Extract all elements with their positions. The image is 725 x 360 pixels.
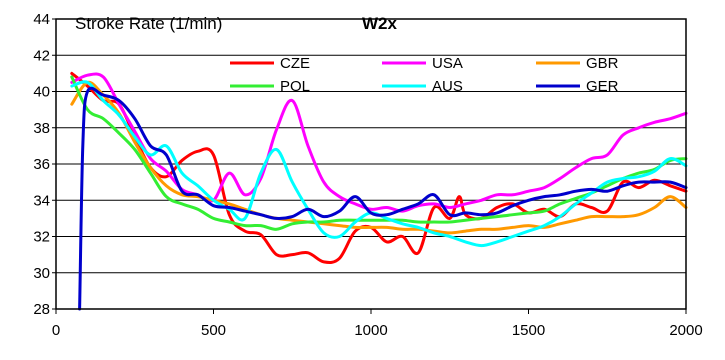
chart-subtitle: W2x — [362, 14, 398, 33]
legend: CZE USA GBR POL AUS GER — [230, 55, 619, 95]
legend-label-pol: POL — [280, 78, 310, 95]
gridlines — [56, 54, 686, 274]
y-tick-label-34: 34 — [33, 192, 50, 209]
x-tick-label-500: 500 — [201, 322, 226, 339]
y-tick-label-38: 38 — [33, 120, 50, 137]
series-line-usa — [70, 72, 688, 213]
y-tick-label-28: 28 — [33, 301, 50, 318]
y-tick-label-44: 44 — [33, 11, 50, 28]
legend-label-aus: AUS — [432, 78, 463, 95]
chart-title: Stroke Rate (1/min) — [75, 14, 222, 33]
legend-label-usa: USA — [432, 55, 463, 72]
y-tick-label-30: 30 — [33, 265, 50, 282]
x-tick-label-1500: 1500 — [512, 322, 545, 339]
legend-label-gbr: GBR — [586, 55, 619, 72]
series-line-pol — [70, 75, 688, 231]
series-lines — [70, 71, 688, 311]
x-tick-label-1000: 1000 — [354, 322, 387, 339]
legend-label-cze: CZE — [280, 55, 310, 72]
y-axis-ticks: 28 30 32 34 36 38 40 42 44 — [33, 11, 56, 318]
legend-label-ger: GER — [586, 78, 619, 95]
series-line-gbr — [70, 80, 688, 235]
x-tick-label-2000: 2000 — [669, 322, 702, 339]
x-tick-label-0: 0 — [52, 322, 60, 339]
y-tick-label-42: 42 — [33, 47, 50, 64]
x-axis-ticks: 0 500 1000 1500 2000 — [52, 309, 703, 339]
y-tick-label-40: 40 — [33, 84, 50, 101]
y-tick-label-32: 32 — [33, 229, 50, 246]
series-line-ger — [78, 86, 688, 311]
y-tick-label-36: 36 — [33, 156, 50, 173]
